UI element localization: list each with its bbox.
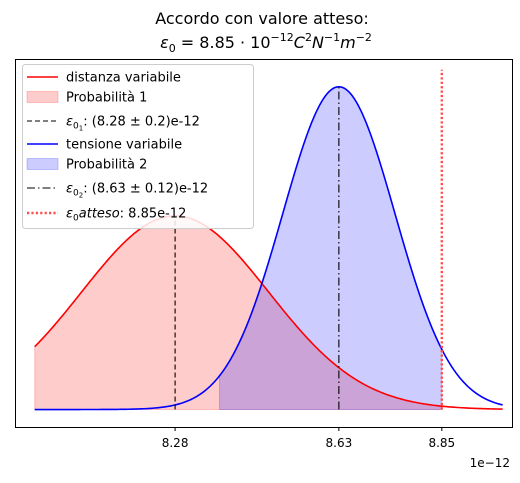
legend-label: ε02: (8.63 ± 0.12)e-12	[66, 182, 208, 200]
legend-box	[22, 64, 254, 229]
x-tick-label: 8.28	[162, 436, 189, 450]
x-axis: 8.28 8.63 8.85	[162, 427, 455, 450]
legend: distanza variabile Probabilità 1 ε01: (8.2…	[22, 64, 254, 229]
legend-entry-3: ε01: (8.28 ± 0.2)e-12	[27, 115, 200, 133]
series-distanza-variabile	[34, 215, 503, 410]
legend-entry-6: ε02: (8.63 ± 0.12)e-12	[27, 182, 208, 200]
plot-area	[34, 69, 503, 411]
chart-subtitle: ε0 = 8.85 · 10−12C2N−1m−2	[160, 31, 372, 55]
axes-frame	[15, 59, 513, 428]
legend-entry-4: tensione variabile	[27, 138, 182, 153]
legend-label: ε01: (8.28 ± 0.2)e-12	[66, 115, 200, 133]
legend-entry-1: distanza variabile	[27, 71, 181, 86]
series-tensione-variabile	[34, 85, 503, 411]
legend-entry-5: Probabilità 2	[26, 158, 147, 173]
x-tick-label: 8.63	[326, 436, 353, 450]
x-scale-offset: 1e−12	[470, 456, 510, 470]
legend-swatch	[26, 91, 59, 103]
legend-entry-2: Probabilità 1	[26, 91, 147, 106]
x-tick-label: 8.85	[428, 436, 455, 450]
legend-swatch	[26, 158, 59, 170]
legend-label: distanza variabile	[66, 71, 181, 86]
chart-title: Accordo con valore atteso:	[155, 9, 369, 28]
legend-label: ε0atteso: 8.85e-12	[66, 207, 186, 224]
legend-label: Probabilità 2	[66, 158, 147, 173]
legend-label: tensione variabile	[66, 138, 182, 153]
legend-entry-7: ε0atteso: 8.85e-12	[27, 207, 186, 224]
legend-label: Probabilità 1	[66, 91, 147, 106]
